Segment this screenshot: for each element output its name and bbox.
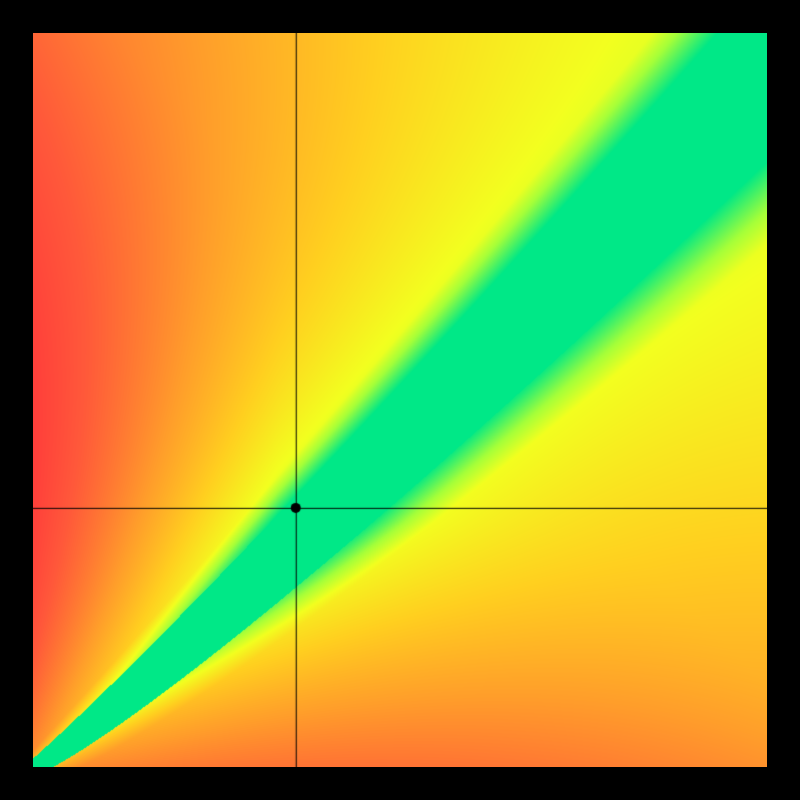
watermark-text: TheBottleneck.com — [569, 6, 775, 32]
heatmap-canvas — [33, 33, 767, 767]
bottleneck-heatmap — [33, 33, 767, 767]
